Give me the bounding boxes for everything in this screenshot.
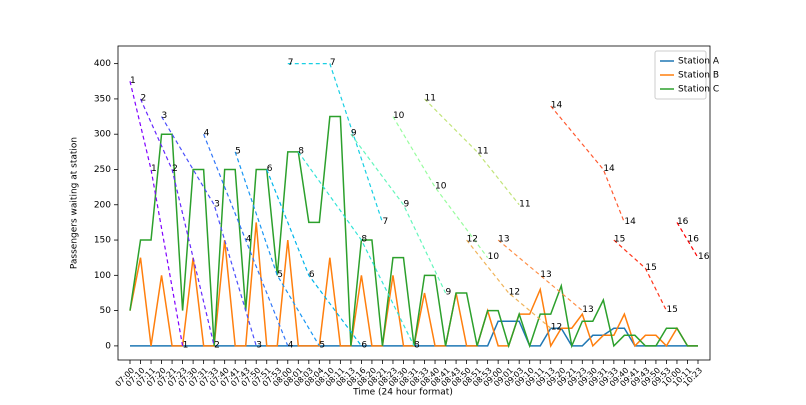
train-label: 8 <box>298 146 304 156</box>
y-tick-label: 350 <box>94 94 111 104</box>
train-label: 15 <box>614 235 625 245</box>
y-tick-label: 0 <box>105 341 111 351</box>
train-label: 11 <box>519 199 530 209</box>
train-line <box>613 239 667 311</box>
train-label: 6 <box>361 340 367 350</box>
train-label: 10 <box>488 252 500 262</box>
train-label: 3 <box>214 199 220 209</box>
train-label: 1 <box>183 340 189 350</box>
legend-label: Station B <box>678 71 719 81</box>
train-line <box>234 151 320 347</box>
y-tick-label: 150 <box>94 236 111 246</box>
train-label: 8 <box>361 235 367 245</box>
train-label: 3 <box>256 340 262 350</box>
train-label: 5 <box>319 340 325 350</box>
train-label: 14 <box>624 217 636 227</box>
train-line <box>497 239 583 312</box>
train-line <box>203 133 289 347</box>
train-label: 5 <box>277 270 283 280</box>
train-line <box>297 151 415 347</box>
y-axis-label: Passengers waiting at station <box>70 137 80 269</box>
train-label: 13 <box>498 235 509 245</box>
train-label: 12 <box>467 235 478 245</box>
train-label: 4 <box>204 129 210 139</box>
train-label: 15 <box>645 263 656 273</box>
train-line <box>466 239 552 329</box>
train-line <box>392 116 489 259</box>
train-label: 9 <box>446 287 452 297</box>
y-tick-label: 400 <box>94 59 111 69</box>
train-label: 13 <box>540 270 551 280</box>
train-label: 2 <box>172 164 178 174</box>
train-label: 8 <box>414 340 420 350</box>
train-label: 11 <box>425 93 436 103</box>
train-label: 4 <box>288 340 294 350</box>
train-label: 12 <box>551 323 562 333</box>
train-label: 10 <box>435 182 447 192</box>
train-line <box>350 133 447 294</box>
train-label: 16 <box>698 252 710 262</box>
legend: Station A Station B Station C <box>654 50 720 100</box>
train-label: 9 <box>403 199 409 209</box>
y-tick-label: 200 <box>94 200 111 210</box>
train-label: 5 <box>235 146 241 156</box>
train-line <box>287 63 384 223</box>
train-label: 2 <box>141 93 147 103</box>
train-label: 11 <box>477 146 488 156</box>
y-tick-label: 100 <box>94 271 111 281</box>
train-label: 1 <box>130 76 136 86</box>
train-label: 9 <box>351 129 357 139</box>
x-axis-label: Time (24 hour format) <box>352 388 453 398</box>
train-line <box>550 105 625 223</box>
train-line <box>139 98 215 347</box>
train-label: 6 <box>309 270 315 280</box>
train-label: 7 <box>382 217 388 227</box>
train-label: 1 <box>151 164 157 174</box>
y-tick-label: 300 <box>94 130 111 140</box>
train-line <box>129 81 184 346</box>
train-label: 2 <box>214 340 220 350</box>
train-line <box>266 169 362 347</box>
train-line <box>424 98 520 206</box>
y-tick-label: 50 <box>100 306 112 316</box>
train-label: 7 <box>330 58 336 68</box>
train-label: 10 <box>393 111 405 121</box>
train-label: 4 <box>246 235 252 245</box>
series-line <box>129 115 698 349</box>
train-label: 3 <box>162 111 168 121</box>
train-label: 7 <box>288 58 294 68</box>
train-label: 15 <box>666 305 677 315</box>
train-label: 6 <box>267 164 273 174</box>
train-label: 16 <box>677 217 689 227</box>
legend-label: Station C <box>678 85 719 95</box>
y-tick-label: 250 <box>94 165 111 175</box>
train-label: 13 <box>582 305 593 315</box>
train-label: 16 <box>687 235 699 245</box>
train-line <box>161 116 257 347</box>
legend-label: Station A <box>678 57 720 67</box>
legend-box <box>654 50 707 100</box>
train-label: 12 <box>509 287 520 297</box>
train-label: 14 <box>551 100 563 110</box>
train-label: 14 <box>603 164 615 174</box>
